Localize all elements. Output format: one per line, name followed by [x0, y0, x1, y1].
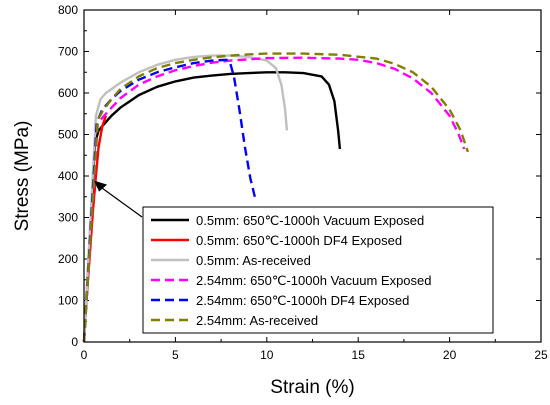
- y-tick-label: 100: [58, 294, 78, 308]
- y-tick-label: 300: [58, 211, 78, 225]
- y-tick-label: 700: [58, 45, 78, 59]
- x-tick-label: 0: [81, 348, 88, 362]
- x-axis-title: Strain (%): [270, 377, 354, 398]
- y-tick-label: 800: [58, 3, 78, 17]
- legend-label-1: 0.5mm: 650℃-1000h Vacuum Exposed: [196, 213, 424, 228]
- series-line-4: [82, 56, 466, 343]
- y-tick-label: 400: [58, 169, 78, 183]
- y-tick-label: 0: [71, 335, 78, 349]
- y-tick-label: 600: [58, 86, 78, 100]
- y-axis-ticks: 0 100 200 300 400 500 600 700 800: [58, 3, 541, 349]
- legend: 0.5mm: 650℃-1000h Vacuum Exposed 0.5mm: 6…: [142, 206, 494, 334]
- x-tick-label: 20: [443, 348, 457, 362]
- annotation-arrow: [94, 180, 143, 218]
- legend-label-6: 2.54mm: As-received: [196, 313, 318, 328]
- y-tick-label: 500: [58, 128, 78, 142]
- y-axis-title: Stress (MPa): [12, 121, 33, 232]
- arrow-head: [94, 180, 108, 192]
- series-line-6: [82, 52, 470, 343]
- legend-label-3: 0.5mm: As-received: [196, 253, 311, 268]
- series-line-1: [82, 71, 342, 343]
- series-line-3: [82, 54, 289, 343]
- series-layer: [82, 52, 470, 343]
- plot-frame: [83, 9, 542, 343]
- legend-label-5: 2.54mm: 650℃-1000h DF4 Exposed: [196, 293, 409, 308]
- x-tick-label: 5: [172, 348, 179, 362]
- y-tick-label: 200: [58, 252, 78, 266]
- x-tick-label: 10: [260, 348, 274, 362]
- legend-label-4: 2.54mm: 650℃-1000h Vacuum Exposed: [196, 273, 432, 288]
- x-tick-label: 15: [352, 348, 366, 362]
- arrow-shaft: [99, 186, 143, 218]
- x-tick-label: 25: [534, 348, 548, 362]
- legend-label-2: 0.5mm: 650℃-1000h DF4 Exposed: [196, 233, 402, 248]
- legend-box: [142, 206, 494, 334]
